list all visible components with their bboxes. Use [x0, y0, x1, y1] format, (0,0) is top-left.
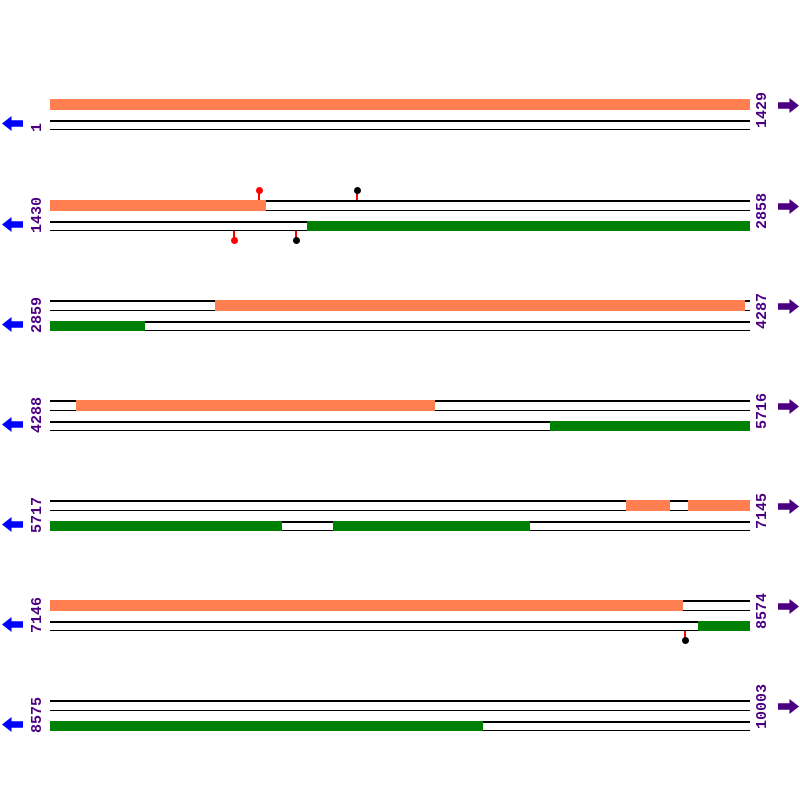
forward-feature-bar	[50, 600, 683, 611]
right-arrow-icon	[778, 399, 799, 414]
marker-stem	[233, 231, 235, 240]
left-arrow-icon	[2, 317, 23, 332]
row-end-coordinate: 10003	[754, 683, 771, 729]
forward-feature-bar	[50, 200, 266, 211]
right-arrow-icon	[778, 599, 799, 614]
marker-dot	[353, 186, 361, 194]
row-start-coordinate: 5717	[29, 496, 46, 533]
track-line	[50, 500, 750, 502]
forward-strand-track	[50, 300, 750, 311]
right-arrow-icon	[778, 499, 799, 514]
map-row-2: 1430 2858	[2, 186, 799, 246]
track-line	[50, 321, 750, 323]
left-arrow-icon	[2, 417, 23, 432]
row-start-coordinate: 2859	[29, 296, 46, 333]
map-row-5: 5717 7145	[2, 493, 799, 546]
reverse-feature-bar	[50, 521, 282, 531]
reverse-feature-bar	[307, 221, 750, 231]
marker-dot	[230, 236, 238, 244]
row-end-coordinate: 2858	[754, 192, 771, 229]
track-line	[50, 709, 750, 711]
reverse-feature-bar	[50, 321, 145, 331]
track-line	[50, 120, 750, 122]
marker-stem	[295, 231, 297, 240]
track-line	[50, 700, 750, 702]
reverse-strand-track	[50, 120, 750, 130]
row-end-coordinate: 4287	[754, 292, 771, 329]
map-row-4: 4288 5716	[2, 393, 799, 446]
reverse-strand-track	[50, 521, 750, 531]
marker-dot	[292, 236, 300, 244]
map-row-6: 7146 8574	[2, 593, 799, 646]
track-line	[50, 629, 750, 631]
reverse-strand-track	[50, 321, 750, 331]
row-start-coordinate: 7146	[29, 596, 46, 633]
row-start-coordinate: 1	[29, 122, 46, 132]
reverse-strand-track	[50, 721, 750, 731]
track-line	[50, 621, 750, 623]
forward-strand-track	[50, 700, 750, 711]
right-arrow-icon	[778, 299, 799, 314]
reverse-strand-track	[50, 621, 750, 631]
track-line	[50, 128, 750, 130]
marker-stem	[356, 190, 358, 200]
forward-feature-bar	[215, 300, 745, 311]
reverse-strand-track	[50, 221, 750, 231]
track-line	[50, 421, 750, 423]
track-line	[50, 209, 750, 211]
row-end-coordinate: 8574	[754, 592, 771, 629]
row-start-coordinate: 1430	[29, 196, 46, 233]
left-arrow-icon	[2, 116, 23, 131]
forward-strand-track	[50, 600, 750, 611]
reverse-feature-bar	[333, 521, 530, 531]
track-line	[50, 200, 750, 202]
left-arrow-icon	[2, 217, 23, 232]
forward-strand-track	[50, 99, 750, 110]
right-arrow-icon	[778, 199, 799, 214]
left-arrow-icon	[2, 517, 23, 532]
right-arrow-icon	[778, 98, 799, 113]
left-arrow-icon	[2, 717, 23, 732]
row-start-coordinate: 8575	[29, 696, 46, 733]
forward-feature-bar	[626, 500, 670, 511]
map-row-3: 2859 4287	[2, 293, 799, 346]
row-start-coordinate: 4288	[29, 396, 46, 433]
map-row-7: 8575 10003	[2, 684, 799, 746]
left-arrow-icon	[2, 617, 23, 632]
forward-feature-bar	[76, 400, 435, 411]
row-end-coordinate: 5716	[754, 392, 771, 429]
forward-feature-bar	[688, 500, 750, 511]
reverse-feature-bar	[50, 721, 483, 731]
forward-feature-bar	[50, 99, 750, 110]
map-row-1: 1 1429	[2, 92, 799, 145]
track-line	[50, 509, 750, 511]
marker-dot	[255, 186, 263, 194]
reverse-strand-track	[50, 421, 750, 431]
reverse-feature-bar	[550, 421, 750, 431]
row-end-coordinate: 7145	[754, 492, 771, 529]
marker-stem	[258, 190, 260, 200]
right-arrow-icon	[778, 699, 799, 714]
marker-dot	[681, 636, 689, 644]
row-end-coordinate: 1429	[754, 91, 771, 128]
reverse-feature-bar	[698, 621, 750, 631]
track-line	[50, 329, 750, 331]
marker-stem	[684, 631, 686, 640]
track-line	[50, 429, 750, 431]
forward-strand-track	[50, 200, 750, 211]
forward-strand-track	[50, 500, 750, 511]
forward-strand-track	[50, 400, 750, 411]
